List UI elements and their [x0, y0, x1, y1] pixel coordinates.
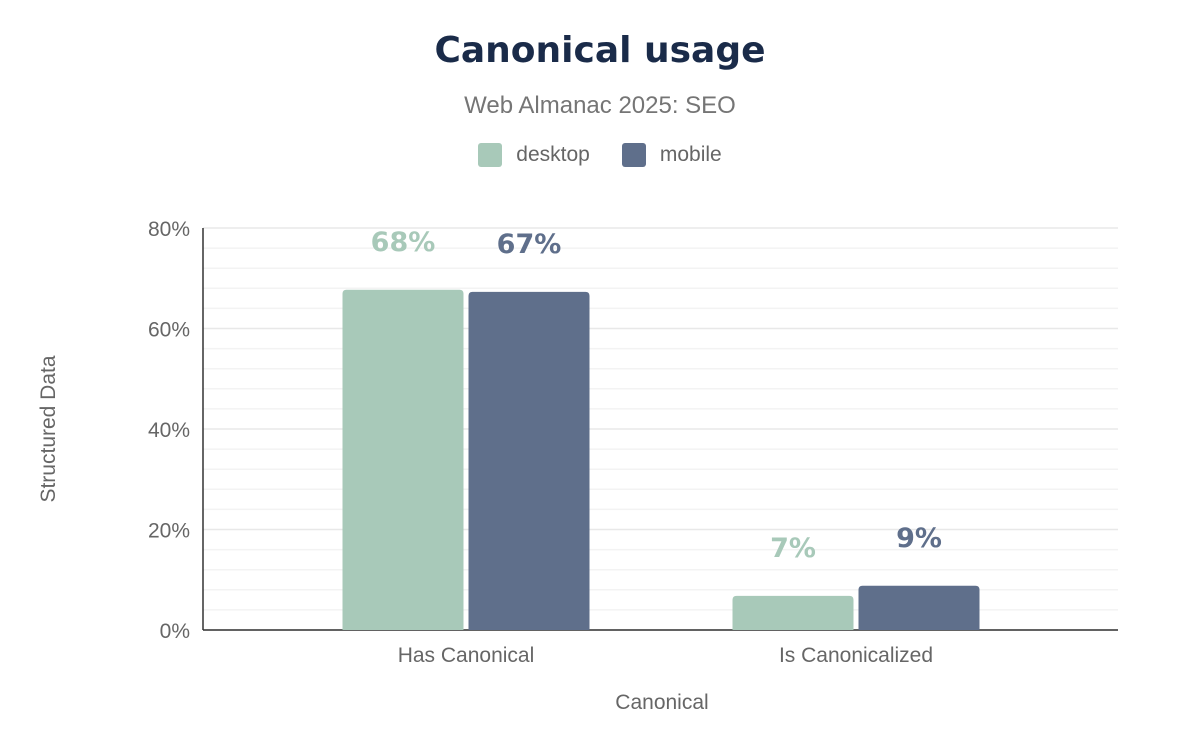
- bar-mobile: [468, 291, 590, 630]
- y-tick-label: 80%: [148, 218, 190, 241]
- legend-swatch-desktop: [478, 143, 503, 167]
- data-label: 68%: [371, 227, 436, 258]
- bar-mobile: [858, 585, 980, 630]
- legend: desktop mobile: [0, 143, 1200, 167]
- bar-desktop: [342, 289, 464, 630]
- legend-label: desktop: [516, 143, 590, 166]
- y-tick-label: 0%: [160, 620, 190, 643]
- data-label: 67%: [497, 229, 562, 260]
- legend-label: mobile: [659, 143, 722, 166]
- chart-subtitle: Web Almanac 2025: SEO: [464, 92, 736, 119]
- data-label: 9%: [896, 523, 942, 554]
- x-axis-title: Canonical: [615, 691, 708, 714]
- legend-swatch-mobile: [621, 143, 646, 167]
- bar-desktop: [732, 595, 854, 630]
- legend-item-desktop[interactable]: desktop: [478, 143, 590, 167]
- x-tick-label: Has Canonical: [398, 644, 535, 667]
- y-tick-label: 40%: [148, 419, 190, 442]
- data-label: 7%: [770, 533, 816, 564]
- chart-title: Canonical usage: [434, 30, 766, 71]
- x-tick-label: Is Canonicalized: [779, 644, 933, 667]
- y-axis-title: Structured Data: [37, 355, 60, 502]
- y-tick-label: 60%: [148, 319, 190, 342]
- y-tick-label: 20%: [148, 520, 190, 543]
- legend-item-mobile[interactable]: mobile: [621, 143, 722, 167]
